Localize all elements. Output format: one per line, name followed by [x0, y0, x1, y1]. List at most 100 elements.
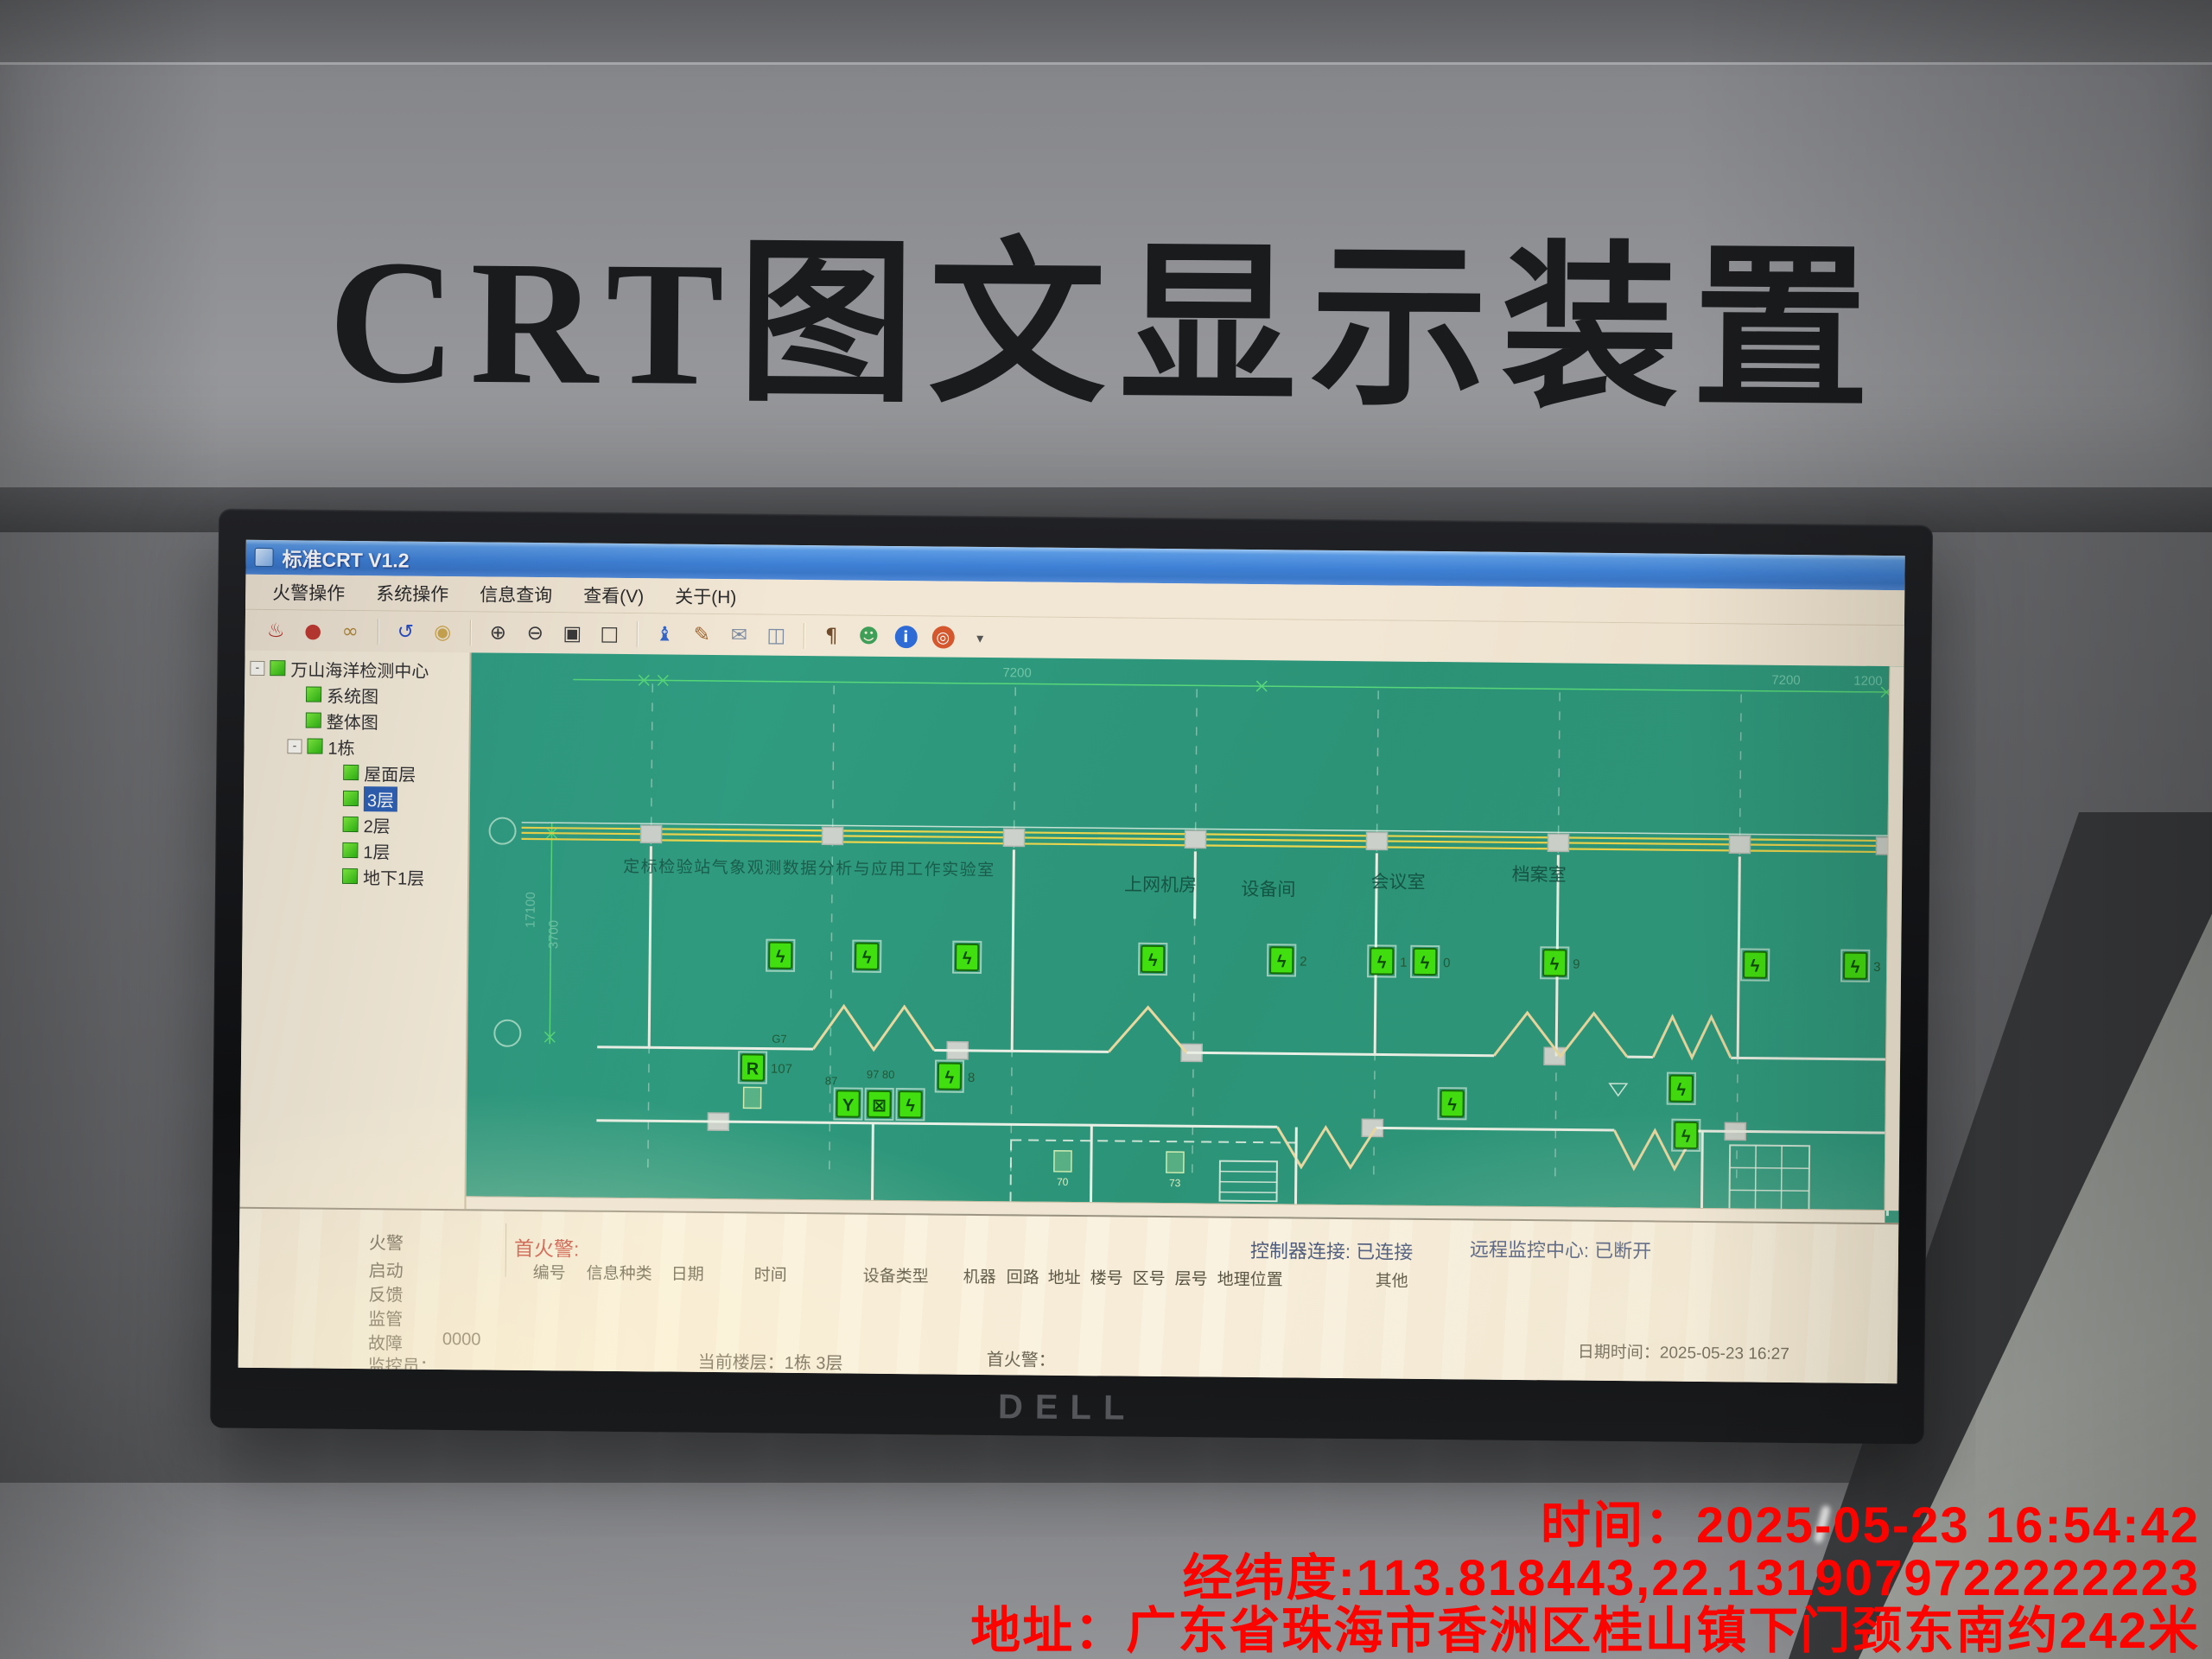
tree-item-5[interactable]: 3层	[244, 785, 468, 812]
alarm-col-header-0: 编号	[532, 1264, 566, 1283]
device-marker[interactable]: ϟ	[1739, 948, 1770, 982]
pen-icon[interactable]: ¶	[824, 625, 838, 648]
device-label: 0	[1443, 956, 1451, 970]
dim-label: 17100	[524, 892, 538, 928]
overlay-time: 时间：2025-05-23 16:54:42	[1541, 1497, 2200, 1554]
menu-item-4[interactable]: 关于(H)	[675, 587, 737, 608]
device-marker[interactable]: ϟ	[1437, 1087, 1467, 1121]
menu-item-3[interactable]: 查看(V)	[583, 586, 645, 607]
device-marker[interactable]: ϟ	[1671, 1118, 1701, 1152]
tree-expander-icon[interactable]: -	[250, 659, 265, 676]
tree-item-7[interactable]: 1层	[243, 836, 467, 864]
svg-text:70: 70	[1057, 1176, 1069, 1188]
device-marker[interactable]: R 107	[737, 1051, 792, 1084]
tree-item-8[interactable]: 地下1层	[243, 862, 467, 890]
tree-item-4[interactable]: 屋面层	[244, 759, 468, 786]
edit-icon[interactable]: ✎	[693, 623, 711, 646]
device-marker[interactable]: ϟ	[1666, 1071, 1696, 1105]
tree-node-icon	[307, 738, 323, 754]
probe-icon[interactable]: ♝	[655, 623, 674, 646]
tree-item-3[interactable]: - 1栋	[244, 733, 468, 760]
room-label: 设备间	[1241, 880, 1295, 900]
cabinet-title: CRT图文显示装置	[327, 223, 1885, 431]
record-icon[interactable]: ◎	[925, 622, 961, 652]
device-outline-marker[interactable]	[742, 1086, 762, 1109]
device-label: 8	[968, 1071, 976, 1085]
dim-label: 7200	[1002, 665, 1032, 680]
frame-select-icon[interactable]: □	[600, 622, 620, 645]
device-glyph: ϟ	[1377, 953, 1387, 972]
status-label-5: 监控员：	[367, 1357, 437, 1376]
dimension-labels: 7200 7200 1200 17100 3700	[524, 665, 1883, 949]
alarm-col-header-6: 回路	[1006, 1268, 1039, 1287]
menu-item-0[interactable]: 火警操作	[272, 583, 346, 604]
message-icon[interactable]: ✉	[730, 624, 748, 647]
tree-item-label: 整体图	[326, 713, 378, 733]
tree-item-6[interactable]: 2层	[244, 810, 468, 838]
device-glyph: R	[747, 1059, 760, 1078]
device-marker[interactable]: ϟ	[852, 939, 882, 973]
first-alarm-bottom-label: 首火警：	[986, 1351, 1056, 1370]
dropdown-arrow-icon[interactable]: ▾	[976, 629, 984, 646]
status-panel: 首火警: 控制器连接: 已连接 远程监控中心: 已断开 0000 当前楼层：1栋…	[238, 1206, 1899, 1384]
dim-label: 1200	[1853, 674, 1883, 689]
timestamp-overlay: 时间：2025-05-23 16:54:42 经纬度:113.818443,22…	[970, 1499, 2200, 1657]
main-content: - 万山海洋检测中心系统图整体图 - 1栋屋面层 3层 2层 1层 地下1层	[239, 650, 1904, 1224]
device-glyph: ϟ	[1681, 1128, 1691, 1147]
users-icon[interactable]: ☻	[858, 625, 880, 648]
status-label-0: 火警	[368, 1234, 404, 1254]
alarm-col-header-9: 区号	[1132, 1269, 1166, 1289]
device-marker[interactable]: ϟ	[766, 938, 796, 972]
tree-item-0[interactable]: - 万山海洋检测中心	[245, 655, 469, 683]
screen: 标准CRT V1.2 火警操作 系统操作 信息查询 查看(V) 关于(H) ♨ ● ∞ ↺ ◉ ⊕…	[238, 539, 1905, 1384]
device-glyph: ϟ	[1421, 954, 1430, 973]
svg-text:73: 73	[1169, 1177, 1181, 1189]
find-icon[interactable]: ◫	[766, 624, 786, 647]
tree-node-icon	[305, 712, 321, 728]
keys-icon[interactable]: ∞	[341, 620, 359, 644]
menu-item-2[interactable]: 信息查询	[480, 585, 553, 607]
device-marker[interactable]: ϟ	[895, 1088, 925, 1122]
device-marker[interactable]: ϟ	[952, 940, 982, 975]
silence-icon[interactable]: ♨	[266, 620, 285, 643]
device-outline-marker[interactable]: 73	[1166, 1151, 1185, 1189]
tree-item-label: 系统图	[326, 687, 379, 707]
room-label-long: 定标检验站气象观测数据分析与应用工作实验室	[623, 857, 995, 880]
floor-plan-canvas[interactable]: 7200 7200 1200 17100 3700 定标检验站气象观测数据分析与应用工作…	[466, 652, 1904, 1224]
tree-node-icon	[306, 686, 322, 702]
tree-item-label: 2层	[363, 817, 391, 836]
menu-item-1[interactable]: 系统操作	[376, 584, 449, 606]
device-marker[interactable]: ⊠	[864, 1087, 894, 1122]
fit-view-icon[interactable]: ▣	[563, 622, 582, 645]
device-marker[interactable]: ϟ	[1138, 942, 1168, 976]
tree-item-label: 屋面层	[364, 765, 416, 785]
device-marker[interactable]: Y	[833, 1087, 863, 1121]
zoom-in-icon[interactable]: ⊕	[489, 621, 507, 645]
app-title: 标准CRT V1.2	[282, 548, 410, 572]
tree-expander-icon[interactable]: -	[287, 738, 302, 753]
tree-item-2[interactable]: 整体图	[245, 707, 469, 734]
fault-counter: 0000	[442, 1330, 481, 1350]
info-icon[interactable]: i	[888, 622, 924, 652]
stop-icon[interactable]: ●	[304, 620, 322, 643]
zoom-out-icon[interactable]: ⊖	[526, 621, 544, 645]
alarm-col-header-2: 日期	[671, 1265, 704, 1284]
preview-icon[interactable]: ◉	[434, 620, 452, 645]
device-glyph: ϟ	[1550, 955, 1560, 974]
device-outline-marker[interactable]: 70	[1053, 1150, 1072, 1188]
alarm-col-header-12: 其他	[1375, 1272, 1408, 1291]
dell-logo: DELL	[997, 1388, 1137, 1427]
toolbar-separator	[469, 620, 471, 646]
status-label-2: 反馈	[368, 1286, 404, 1306]
reset-icon[interactable]: ↺	[397, 620, 415, 644]
room-label: 档案室	[1512, 865, 1567, 886]
tree-item-1[interactable]: 系统图	[245, 681, 469, 709]
